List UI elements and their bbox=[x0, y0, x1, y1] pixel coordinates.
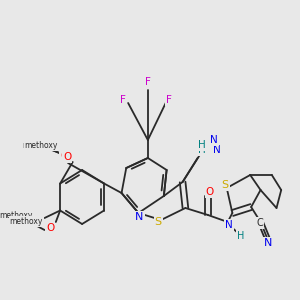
Text: methoxy: methoxy bbox=[22, 142, 56, 151]
Text: H: H bbox=[197, 140, 205, 150]
Text: F: F bbox=[166, 95, 171, 105]
Text: O: O bbox=[206, 187, 214, 197]
Text: O: O bbox=[35, 216, 43, 226]
Text: methoxy: methoxy bbox=[9, 217, 42, 226]
Text: O: O bbox=[60, 151, 68, 161]
Text: F: F bbox=[145, 77, 151, 87]
Text: methoxy: methoxy bbox=[0, 211, 33, 220]
Text: S: S bbox=[221, 180, 228, 190]
Text: F: F bbox=[120, 95, 125, 105]
Text: N: N bbox=[264, 238, 272, 248]
Text: H: H bbox=[197, 145, 205, 155]
Text: H: H bbox=[237, 231, 244, 241]
Text: N: N bbox=[212, 145, 220, 155]
Text: O: O bbox=[63, 152, 71, 162]
Text: N: N bbox=[225, 220, 232, 230]
Text: methoxy: methoxy bbox=[24, 142, 58, 151]
Text: N: N bbox=[135, 212, 144, 222]
Text: N: N bbox=[210, 135, 218, 145]
Text: S: S bbox=[154, 217, 162, 227]
Text: C: C bbox=[256, 218, 263, 228]
Text: O: O bbox=[46, 223, 54, 233]
